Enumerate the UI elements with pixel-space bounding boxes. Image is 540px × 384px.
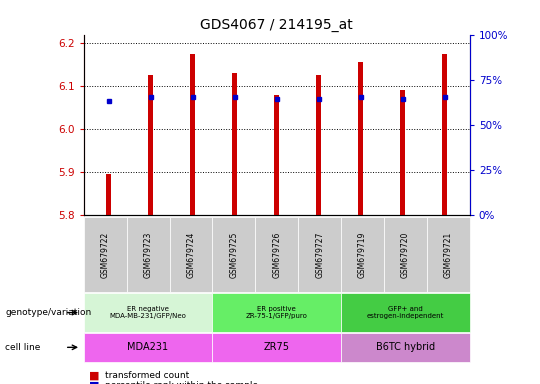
Bar bbox=[442, 54, 447, 215]
Text: GFP+ and
estrogen-independent: GFP+ and estrogen-independent bbox=[367, 306, 444, 319]
Text: GSM679723: GSM679723 bbox=[144, 231, 153, 278]
Text: GSM679720: GSM679720 bbox=[401, 231, 410, 278]
Text: GSM679722: GSM679722 bbox=[100, 231, 110, 278]
Bar bbox=[190, 54, 195, 215]
Bar bbox=[316, 75, 321, 215]
Text: B6TC hybrid: B6TC hybrid bbox=[376, 342, 435, 353]
Text: GSM679719: GSM679719 bbox=[358, 231, 367, 278]
Text: ER positive
ZR-75-1/GFP/puro: ER positive ZR-75-1/GFP/puro bbox=[246, 306, 308, 319]
Text: transformed count: transformed count bbox=[105, 371, 190, 381]
Text: ZR75: ZR75 bbox=[264, 342, 290, 353]
Text: GSM679724: GSM679724 bbox=[186, 231, 195, 278]
Text: ■: ■ bbox=[89, 381, 99, 384]
Text: ER negative
MDA-MB-231/GFP/Neo: ER negative MDA-MB-231/GFP/Neo bbox=[110, 306, 186, 319]
Text: GSM679727: GSM679727 bbox=[315, 231, 324, 278]
Title: GDS4067 / 214195_at: GDS4067 / 214195_at bbox=[200, 18, 353, 32]
Bar bbox=[232, 73, 237, 215]
Text: GSM679726: GSM679726 bbox=[272, 231, 281, 278]
Text: MDA231: MDA231 bbox=[127, 342, 168, 353]
Bar bbox=[148, 75, 153, 215]
Bar bbox=[106, 174, 111, 215]
Text: genotype/variation: genotype/variation bbox=[5, 308, 92, 317]
Bar bbox=[274, 95, 279, 215]
Text: ■: ■ bbox=[89, 371, 99, 381]
Bar bbox=[400, 90, 405, 215]
Text: GSM679721: GSM679721 bbox=[444, 231, 453, 278]
Bar bbox=[358, 63, 363, 215]
Text: percentile rank within the sample: percentile rank within the sample bbox=[105, 381, 259, 384]
Text: GSM679725: GSM679725 bbox=[230, 231, 238, 278]
Text: cell line: cell line bbox=[5, 343, 41, 352]
